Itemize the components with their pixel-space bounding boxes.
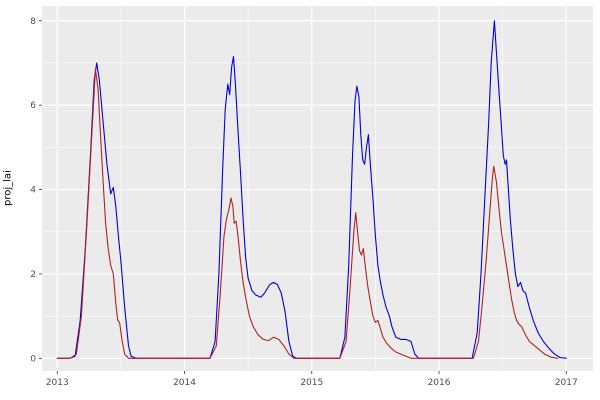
series-line-blue [56, 20, 567, 359]
y-tick-label: 4 [30, 186, 36, 196]
series-line-red [56, 68, 558, 359]
x-tick-label: 2016 [428, 378, 451, 388]
x-tick-label: 2013 [46, 378, 69, 388]
x-tick-label: 2015 [300, 378, 323, 388]
x-tick-label: 2017 [555, 378, 578, 388]
y-tick-label: 6 [30, 101, 36, 111]
y-tick-label: 0 [30, 354, 36, 364]
y-tick-label: 2 [30, 270, 36, 280]
y-axis-title: proj_lai [2, 170, 14, 206]
y-tick-label: 8 [30, 17, 36, 27]
plot-panel [42, 6, 593, 371]
x-tick-label: 2014 [173, 378, 196, 388]
